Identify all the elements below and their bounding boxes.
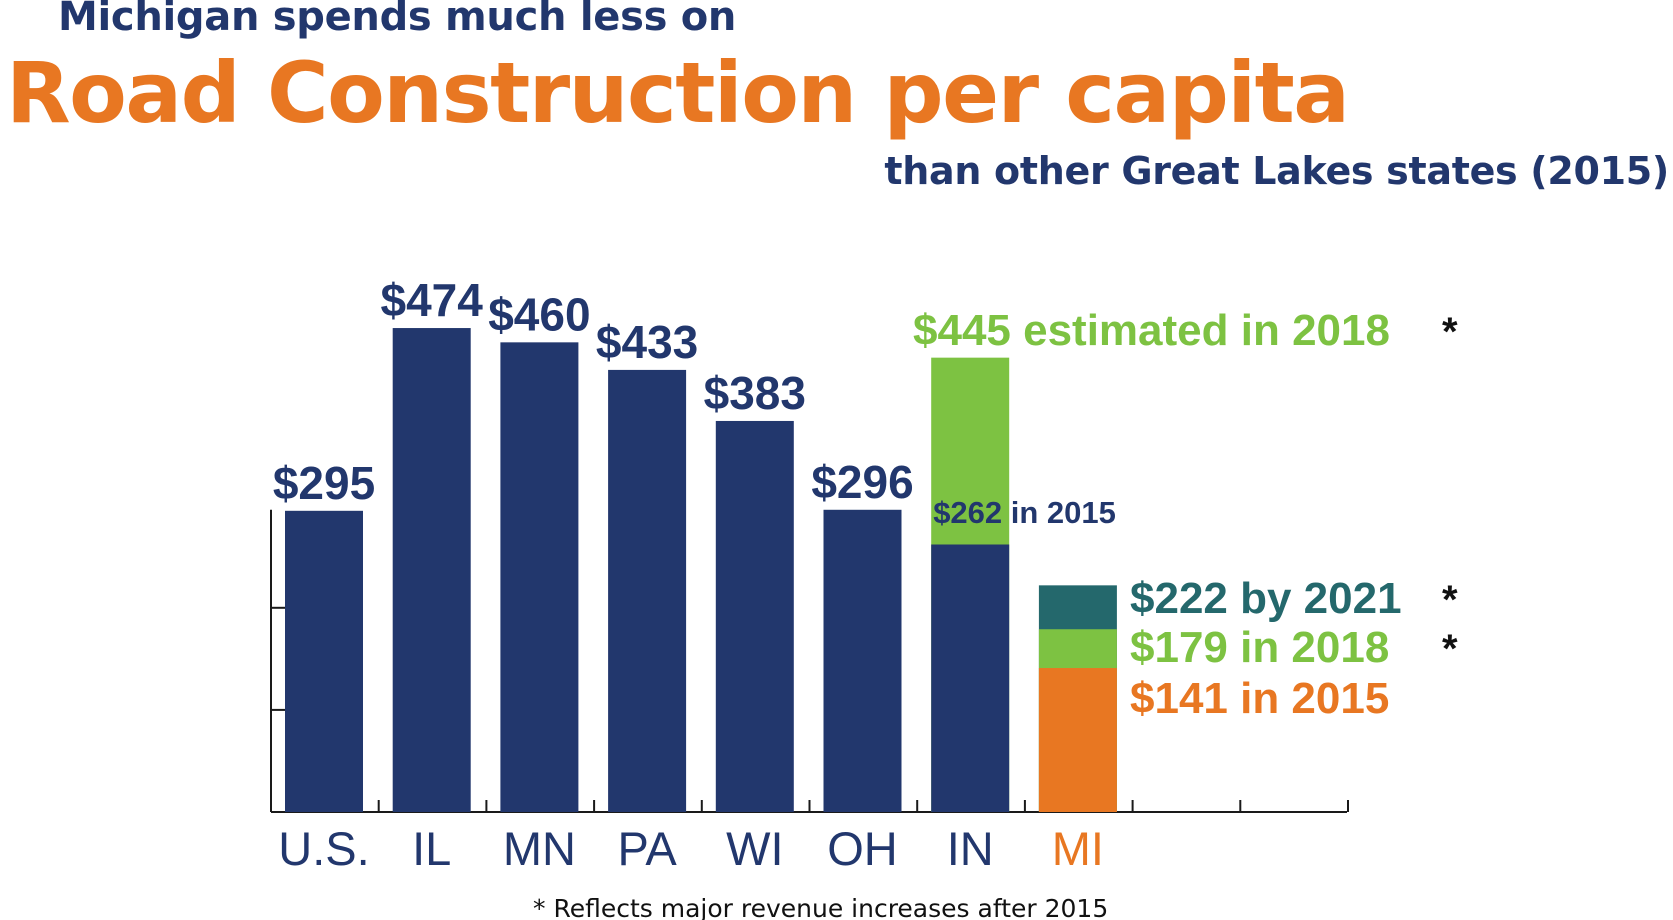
category-label: MN <box>503 822 576 875</box>
mi-2015-label: $141 in 2015 <box>1130 674 1389 723</box>
bar-il <box>392 328 471 812</box>
category-label: IN <box>947 822 994 875</box>
in-2015-value: $262 <box>933 495 1002 530</box>
in-2018-label: $445 estimated in 2018 <box>913 306 1390 355</box>
bars <box>285 328 1117 812</box>
value-label: $383 <box>704 367 806 419</box>
bar-mn <box>500 342 579 812</box>
category-label: OH <box>827 822 898 875</box>
category-label: MI <box>1052 822 1104 875</box>
mi-2018-asterisk: * <box>1442 627 1458 671</box>
value-label: $474 <box>381 274 484 326</box>
title-line-1: Michigan spends much less on <box>58 0 737 40</box>
bar-in-2015 <box>931 544 1010 812</box>
category-label: U.S. <box>278 822 369 875</box>
in-2018-asterisk: * <box>1442 310 1458 354</box>
bar-pa <box>608 369 687 812</box>
category-label: WI <box>726 822 783 875</box>
mi-2018-label: $179 in 2018 <box>1130 623 1389 672</box>
title-main: Road Construction per capita <box>6 44 1350 142</box>
bar-mi-2015 <box>1038 668 1117 812</box>
value-label: $460 <box>488 288 590 340</box>
value-label: $433 <box>596 316 698 368</box>
value-labels: $295 $474 $460$433$383$296 $262 in 2015 $445… <box>273 274 1458 723</box>
bar-wi <box>715 420 794 812</box>
value-label: $295 <box>273 457 375 509</box>
title-line-3: than other Great Lakes states (2015) <box>884 149 1669 193</box>
mi-2021-asterisk: * <box>1442 578 1458 622</box>
footnote: * Reflects major revenue increases after… <box>533 894 1108 920</box>
category-labels: U.S. IL MN PA WI OH IN MI <box>278 822 1104 875</box>
category-label: IL <box>412 822 451 875</box>
value-label: $296 <box>811 456 913 508</box>
mi-2021-label: $222 by 2021 <box>1130 574 1402 623</box>
in-2015-suffix: in 2015 <box>1002 495 1116 530</box>
bar-oh <box>823 509 902 812</box>
category-label: PA <box>617 822 677 875</box>
bar-us <box>285 510 363 812</box>
in-2015-label: $262 in 2015 <box>933 495 1116 530</box>
